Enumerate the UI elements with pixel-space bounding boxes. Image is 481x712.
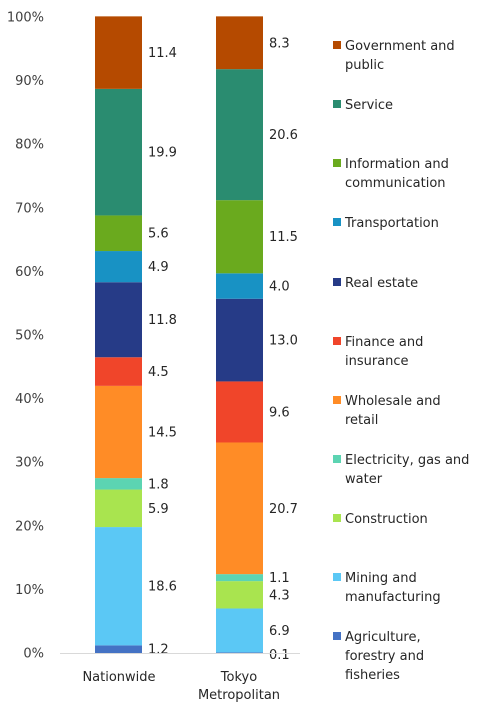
bar-segment: [95, 16, 142, 89]
y-tick-label: 40%: [15, 392, 44, 407]
legend-swatch: [333, 632, 341, 640]
bars: [95, 16, 263, 653]
bar-segment: [95, 282, 142, 358]
legend-label: Construction: [345, 512, 428, 527]
y-tick-label: 10%: [15, 583, 44, 598]
data-label: 18.6: [148, 580, 177, 595]
data-label: 4.3: [269, 588, 290, 603]
y-tick-label: 0%: [23, 647, 44, 662]
y-tick-label: 50%: [15, 329, 44, 344]
data-label: 4.0: [269, 280, 290, 295]
data-label: 4.9: [148, 260, 169, 275]
legend-label: Transportation: [344, 216, 439, 231]
bar-segment: [95, 489, 142, 528]
data-label: 1.2: [148, 643, 169, 658]
bar-segment: [216, 273, 263, 299]
bar-segment: [95, 645, 142, 653]
data-label: 13.0: [269, 334, 298, 349]
legend-label: Electricity, gas and water: [345, 453, 469, 487]
legend-swatch: [333, 159, 341, 167]
legend-swatch: [333, 278, 341, 286]
bar-segment: [216, 581, 263, 609]
legend-label: Real estate: [345, 276, 418, 291]
data-label: 0.1: [269, 648, 290, 663]
legend-label: Wholesale and retail: [345, 394, 441, 428]
y-tick-label: 20%: [15, 519, 44, 534]
y-tick-label: 70%: [15, 201, 44, 216]
legend-label: Government and public: [345, 39, 455, 73]
legend-swatch: [333, 514, 341, 522]
legend-swatch: [333, 455, 341, 463]
legend-label: Service: [345, 98, 393, 113]
bar-segment: [216, 652, 263, 653]
legend-label: Finance and insurance: [345, 335, 423, 369]
data-label: 20.7: [269, 502, 298, 517]
bar-segment: [95, 357, 142, 386]
y-tick-label: 100%: [7, 11, 44, 26]
bar-segment: [95, 527, 142, 646]
data-label: 8.3: [269, 36, 290, 51]
bar-segment: [95, 251, 142, 283]
legend-swatch: [333, 396, 341, 404]
data-label: 5.9: [148, 502, 169, 517]
bar-segment: [216, 16, 263, 70]
data-label: 1.8: [148, 477, 169, 492]
data-label: 4.5: [148, 365, 169, 380]
data-label: 14.5: [148, 425, 177, 440]
data-label: 11.5: [269, 230, 298, 245]
data-label: 9.6: [269, 405, 290, 420]
y-tick-label: 90%: [15, 74, 44, 89]
bar-segment: [95, 88, 142, 216]
legend-label: Agriculture, forestry and fisheries: [345, 630, 424, 683]
legend-swatch: [333, 337, 341, 345]
bar-segment: [95, 385, 142, 479]
bar-segment: [216, 381, 263, 443]
data-label: 1.1: [269, 571, 290, 586]
y-axis: 0% 10% 20% 30% 40% 50% 60% 70% 80% 90% 100%: [7, 11, 44, 662]
category-label: Nationwide: [82, 670, 155, 685]
data-label: 19.9: [148, 146, 177, 161]
data-label: 5.6: [148, 227, 169, 242]
legend-swatch: [333, 218, 341, 226]
bar-segment: [95, 478, 142, 490]
bar-segment: [216, 608, 263, 653]
y-tick-label: 80%: [15, 138, 44, 153]
data-label: 11.8: [148, 313, 177, 328]
data-label: 20.6: [269, 128, 298, 143]
bar-segment: [216, 298, 263, 382]
data-label: 6.9: [269, 624, 290, 639]
legend: Government and public Service Information a…: [333, 39, 469, 683]
legend-swatch: [333, 573, 341, 581]
legend-label: Information and communication: [345, 157, 449, 191]
bar-segment: [95, 215, 142, 252]
legend-swatch: [333, 41, 341, 49]
y-tick-label: 30%: [15, 456, 44, 471]
data-labels: 1.2 18.6 5.9 1.8 14.5 4.5 11.8 4.9 5.6 19.9 11.4 0.…: [148, 36, 298, 663]
category-label: Tokyo Metropolitan: [198, 670, 280, 703]
bar-segment: [216, 574, 263, 582]
legend-label: Mining and manufacturing: [345, 571, 441, 605]
legend-swatch: [333, 100, 341, 108]
y-tick-label: 60%: [15, 265, 44, 280]
bar-segment: [216, 442, 263, 575]
data-label: 11.4: [148, 46, 177, 61]
bar-segment: [216, 69, 263, 201]
x-axis: Nationwide Tokyo Metropolitan: [60, 653, 300, 703]
bar-segment: [216, 200, 263, 274]
